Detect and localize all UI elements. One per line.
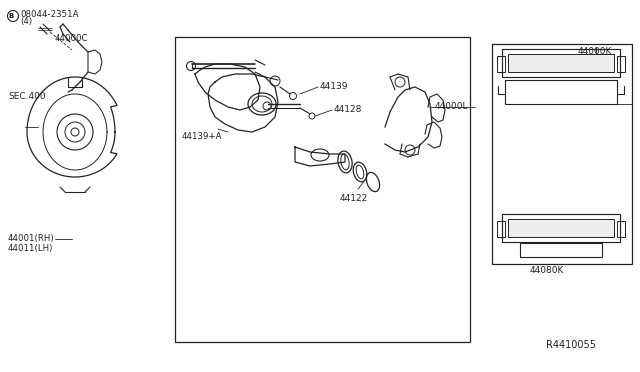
Text: (4): (4) <box>20 17 32 26</box>
Bar <box>508 219 614 237</box>
Text: 44139: 44139 <box>320 82 349 91</box>
Bar <box>497 221 505 237</box>
Bar <box>497 56 505 72</box>
Text: B: B <box>8 13 13 19</box>
Bar <box>502 49 620 77</box>
Bar <box>617 221 625 237</box>
Bar <box>502 214 620 242</box>
Text: 08044-2351A: 08044-2351A <box>20 10 79 19</box>
Text: SEC.400: SEC.400 <box>8 92 45 101</box>
Text: R4410055: R4410055 <box>546 340 596 350</box>
Text: 44122: 44122 <box>340 194 368 203</box>
Text: 44011(LH): 44011(LH) <box>8 244 53 253</box>
Bar <box>520 243 602 257</box>
Bar <box>175 37 470 342</box>
Text: 44000C: 44000C <box>55 34 88 43</box>
Bar <box>492 44 632 264</box>
Text: 44001(RH): 44001(RH) <box>8 234 54 243</box>
Bar <box>617 56 625 72</box>
Bar <box>508 54 614 72</box>
Text: 44080K: 44080K <box>530 266 564 275</box>
Bar <box>505 80 617 104</box>
Text: 44000K: 44000K <box>578 47 612 56</box>
Text: 44000L: 44000L <box>435 102 468 111</box>
Text: 44139+A: 44139+A <box>182 132 223 141</box>
Text: 44128: 44128 <box>334 105 362 114</box>
